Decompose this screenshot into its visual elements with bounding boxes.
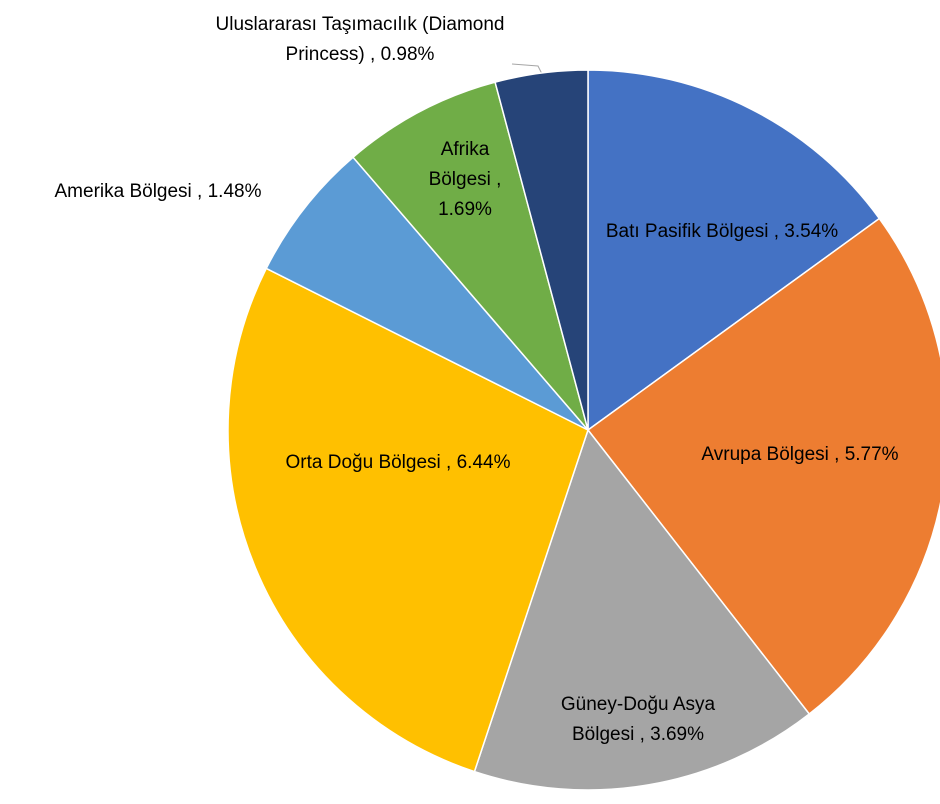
pie-slice xyxy=(494,69,589,431)
data-label: Amerika Bölgesi , 1.48% xyxy=(54,181,262,202)
pie-slice xyxy=(265,156,589,431)
data-label: Avrupa Bölgesi , 5.77% xyxy=(701,444,899,465)
data-label: Afrika Bölgesi , 1.69% xyxy=(428,139,502,220)
data-label: Güney-Doğu Asya Bölgesi , 3.69% xyxy=(560,694,716,745)
pie-slice xyxy=(351,81,589,431)
pie-slice xyxy=(227,267,589,773)
data-label: Orta Doğu Bölgesi , 6.44% xyxy=(285,452,511,473)
pie-slice xyxy=(586,217,940,716)
data-label: Batı Pasifik Bölgesi , 3.54% xyxy=(605,221,839,242)
data-label: Uluslararası Taşımacılık (Diamond Prince… xyxy=(215,14,505,65)
pie-slice xyxy=(587,69,881,432)
